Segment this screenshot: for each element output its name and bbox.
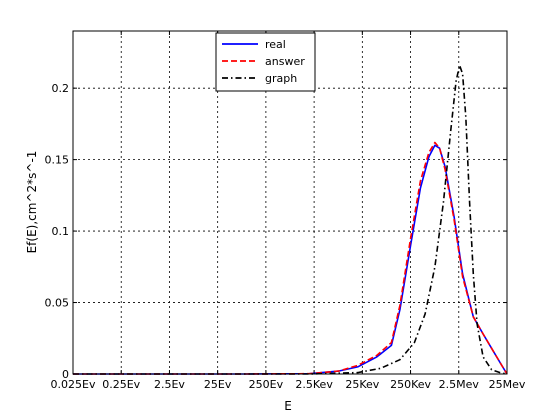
x-tick-label: 25Kev (345, 378, 379, 391)
x-axis-ticks: 0.025Ev 0.25Ev 2.5Ev 25Ev 250Ev 2.5Kev 25Kev 25… (51, 31, 526, 391)
series-line-answer (73, 141, 508, 375)
y-axis-label: Ef(E),cm^2*s^-1 (25, 151, 39, 254)
plot-frame (72, 30, 508, 375)
series-lines (73, 64, 508, 375)
legend-label-answer: answer (265, 55, 305, 68)
x-tick-label: 25Mev (489, 378, 526, 391)
legend-box (215, 32, 316, 92)
legend-label-real: real (265, 38, 286, 51)
x-tick-label: 2.5Ev (154, 378, 185, 391)
y-tick-label: 0.2 (52, 82, 70, 95)
y-axis-ticks: 0 0.05 0.1 0.15 0.2 (45, 82, 507, 381)
y-tick-label: 0.05 (45, 297, 70, 310)
x-tick-label: 2.5Mev (439, 378, 480, 391)
legend: real answer graph (215, 32, 316, 92)
x-axis-label: E (284, 399, 292, 413)
x-tick-label: 2.5Kev (295, 378, 333, 391)
x-tick-label: 0.025Ev (51, 378, 96, 391)
y-tick-label: 0 (62, 368, 69, 381)
x-tick-label: 250Ev (249, 378, 284, 391)
y-tick-label: 0.1 (52, 225, 70, 238)
x-tick-label: 0.25Ev (102, 378, 140, 391)
x-tick-label: 250Kev (390, 378, 431, 391)
x-tick-label: 25Ev (204, 378, 232, 391)
y-tick-label: 0.15 (45, 154, 70, 167)
series-line-graph (73, 64, 508, 375)
legend-label-graph: graph (265, 72, 297, 85)
